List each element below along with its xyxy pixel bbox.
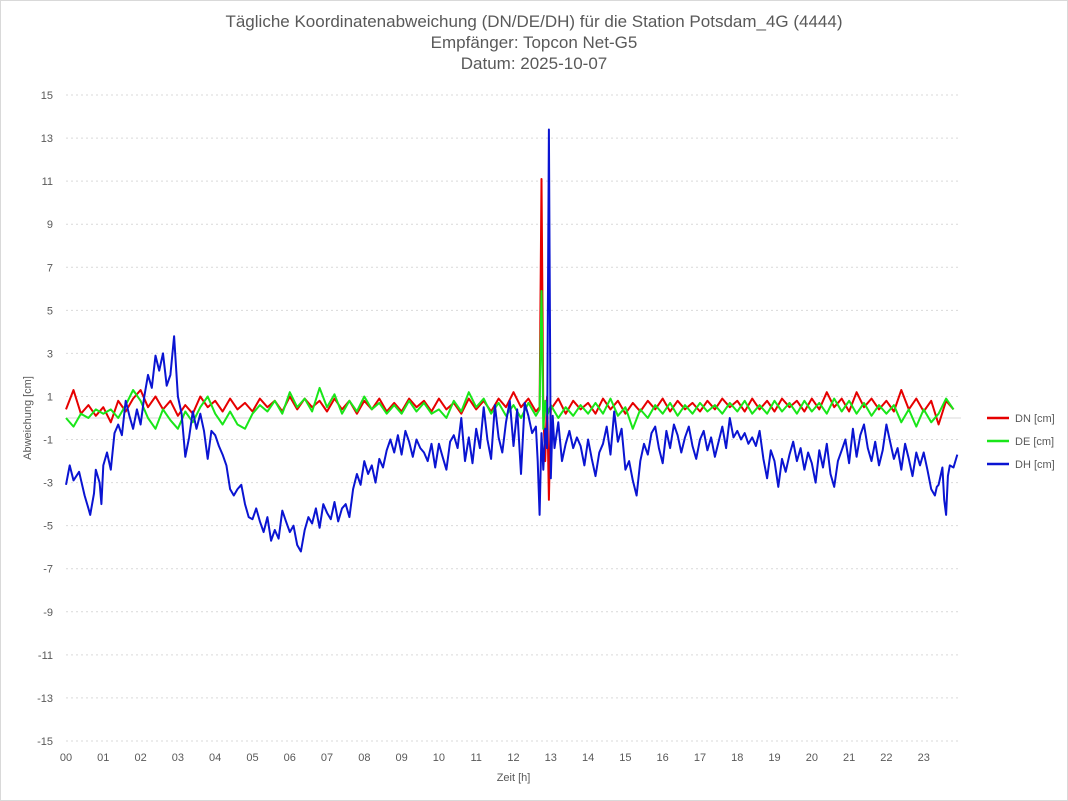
y-tick-label: 13 bbox=[41, 133, 53, 145]
y-tick-label: -1 bbox=[43, 435, 53, 447]
x-tick-label: 02 bbox=[134, 752, 146, 764]
series-line-dn bbox=[65, 178, 955, 501]
y-tick-label: 7 bbox=[47, 262, 53, 274]
chart-subtitle-date: Datum: 2025-10-07 bbox=[460, 54, 608, 73]
x-tick-label: 20 bbox=[806, 752, 818, 764]
y-tick-label: 1 bbox=[47, 391, 53, 403]
legend-label: DE [cm] bbox=[1015, 436, 1054, 448]
y-tick-label: 3 bbox=[47, 348, 53, 360]
y-tick-label: -7 bbox=[43, 564, 53, 576]
x-axis-ticks: 00 01 02 03 04 05 06 07 08 09 10 11 12 13 14 15 16 17 18 19… bbox=[60, 752, 930, 764]
x-tick-label: 18 bbox=[731, 752, 743, 764]
y-axis-ticks: 15 13 11 9 7 5 3 1 -1 -3 -5 -7 -9 -11 -13 -15 bbox=[37, 90, 53, 748]
x-tick-label: 17 bbox=[694, 752, 706, 764]
y-tick-label: -5 bbox=[43, 521, 53, 533]
x-tick-label: 06 bbox=[284, 752, 296, 764]
y-tick-label: 5 bbox=[47, 305, 53, 317]
series-line-dh bbox=[65, 128, 959, 553]
x-tick-label: 15 bbox=[619, 752, 631, 764]
chart-title-block: Tägliche Koordinatenabweichung (DN/DE/DH… bbox=[1, 11, 1067, 74]
y-tick-label: -3 bbox=[43, 478, 53, 490]
y-tick-label: -13 bbox=[37, 693, 53, 705]
x-tick-label: 00 bbox=[60, 752, 72, 764]
legend: DN [cm] DE [cm] DH [cm] bbox=[987, 413, 1055, 471]
y-tick-label: 15 bbox=[41, 90, 53, 102]
x-tick-label: 12 bbox=[507, 752, 519, 764]
y-tick-label: -11 bbox=[38, 650, 53, 662]
x-tick-label: 07 bbox=[321, 752, 333, 764]
legend-label: DH [cm] bbox=[1015, 459, 1055, 471]
x-tick-label: 04 bbox=[209, 752, 221, 764]
x-tick-label: 09 bbox=[396, 752, 408, 764]
legend-label: DN [cm] bbox=[1015, 413, 1055, 425]
x-tick-label: 05 bbox=[246, 752, 258, 764]
y-axis-label: Abweichung [cm] bbox=[22, 376, 34, 460]
x-tick-label: 16 bbox=[657, 752, 669, 764]
y-tick-label: 11 bbox=[42, 176, 53, 188]
y-tick-label: -9 bbox=[43, 607, 53, 619]
series-layer bbox=[65, 128, 959, 553]
x-tick-label: 13 bbox=[545, 752, 557, 764]
x-tick-label: 19 bbox=[768, 752, 780, 764]
y-tick-label: -15 bbox=[37, 736, 53, 748]
x-tick-label: 10 bbox=[433, 752, 445, 764]
x-axis-label: Zeit [h] bbox=[497, 772, 531, 784]
chart-title: Tägliche Koordinatenabweichung (DN/DE/DH… bbox=[225, 12, 843, 31]
x-tick-label: 21 bbox=[843, 752, 855, 764]
x-tick-label: 23 bbox=[918, 752, 930, 764]
x-tick-label: 14 bbox=[582, 752, 594, 764]
x-tick-label: 08 bbox=[358, 752, 370, 764]
x-tick-label: 03 bbox=[172, 752, 184, 764]
x-tick-label: 22 bbox=[880, 752, 892, 764]
x-tick-label: 01 bbox=[97, 752, 109, 764]
grid-layer bbox=[66, 94, 961, 742]
chart-subtitle-receiver: Empfänger: Topcon Net-G5 bbox=[430, 33, 638, 52]
x-tick-label: 11 bbox=[470, 752, 481, 764]
y-tick-label: 9 bbox=[47, 219, 53, 231]
